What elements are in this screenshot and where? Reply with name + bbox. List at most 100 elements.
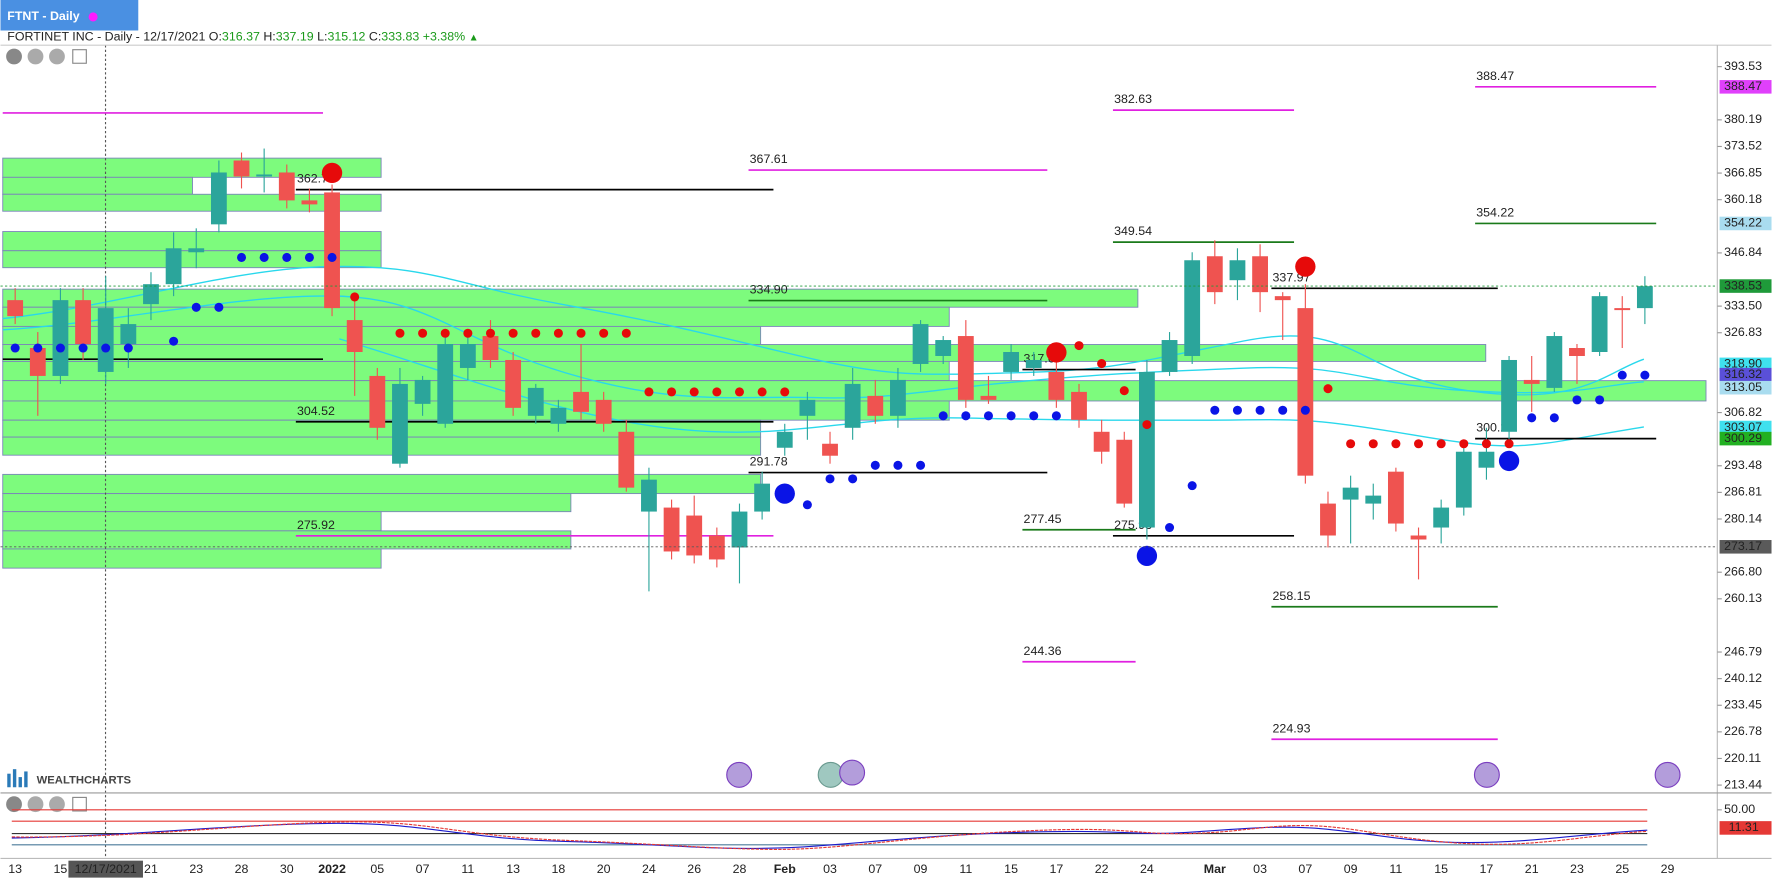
label: L:	[317, 30, 327, 44]
x-tick-label: 09	[914, 862, 928, 876]
candle-body	[641, 479, 657, 512]
toolbar	[6, 48, 87, 813]
zone	[2, 436, 762, 456]
indicator-dot	[774, 483, 795, 504]
x-tick-label: 13	[506, 862, 520, 876]
header-info: FORTINET INC - Daily - 12/17/2021 O:316.…	[7, 30, 478, 44]
event[interactable]	[839, 759, 866, 786]
level-label: 354.22	[1476, 206, 1514, 220]
label: C:	[369, 30, 381, 44]
indicator-dot	[259, 252, 269, 262]
button[interactable]	[6, 48, 22, 65]
event[interactable]	[1473, 761, 1500, 788]
candle-body	[1184, 260, 1201, 356]
button[interactable]	[49, 48, 65, 65]
candle-body	[324, 192, 340, 309]
candle-body	[1093, 431, 1110, 452]
indicator-dot	[757, 387, 767, 397]
candle-body	[957, 336, 974, 400]
indicator-dot	[395, 328, 405, 338]
indicator-dot	[576, 328, 586, 338]
indicator-dot	[1006, 411, 1016, 421]
candle-body	[29, 348, 46, 376]
y-tick-label: 366.85	[1724, 165, 1762, 179]
candle-body	[1297, 308, 1314, 476]
level-label: 382.63	[1114, 92, 1152, 106]
indicator-dot	[1498, 450, 1520, 472]
candle-body	[595, 399, 612, 424]
candle-body	[1433, 507, 1450, 528]
candle-body	[437, 344, 454, 424]
candle-body	[1478, 451, 1495, 468]
x-tick-label: 13	[8, 862, 22, 876]
button[interactable]	[72, 796, 87, 812]
candle-body	[1206, 256, 1223, 293]
candle-body	[527, 387, 544, 416]
x-tick-label: 24	[1140, 862, 1154, 876]
indicator-dot	[1549, 413, 1559, 423]
x-tick-label: 17	[1480, 862, 1494, 876]
candle-body	[256, 174, 273, 177]
indicator-dot	[1142, 420, 1152, 430]
button[interactable]	[6, 796, 22, 813]
indicator-dot	[1295, 256, 1316, 277]
indicator-dot	[780, 387, 790, 397]
indicator	[11, 809, 1648, 850]
button[interactable]	[27, 796, 44, 813]
indicator-dot	[1617, 370, 1627, 380]
indicator-dot	[1572, 395, 1582, 405]
y-tick-label: 233.45	[1724, 698, 1762, 712]
price-tag	[1719, 540, 1772, 554]
price-tag	[1719, 80, 1772, 94]
candle-body	[686, 515, 703, 556]
candle-body	[369, 375, 386, 428]
event[interactable]	[1654, 761, 1681, 788]
x-tick-label: 17	[1049, 862, 1063, 876]
level-label: 304.52	[297, 404, 335, 418]
indicator-dot	[1459, 439, 1469, 449]
tab[interactable]	[0, 0, 139, 31]
indicator-tag-label: 11.31	[1729, 820, 1759, 834]
y-tick-label: 293.48	[1724, 458, 1762, 472]
candle-body	[1523, 379, 1540, 384]
y-tick-label: 213.44	[1724, 777, 1762, 791]
indicator-dot	[712, 387, 722, 397]
zone	[2, 530, 572, 550]
y-tick-label: 220.11	[1724, 751, 1761, 765]
indicator-dot	[1029, 411, 1039, 421]
crosshair-label-bg	[68, 860, 143, 878]
x-tick-label: 23	[1570, 862, 1584, 876]
indicator-dot	[599, 328, 609, 338]
button[interactable]	[27, 48, 44, 65]
candle-body	[120, 324, 137, 345]
candle-body	[708, 535, 725, 560]
indicator-dot	[236, 252, 247, 262]
indicator-dot	[1232, 405, 1242, 415]
y-tick-label: 226.78	[1724, 724, 1762, 738]
tab-dot	[88, 12, 98, 22]
event[interactable]	[726, 761, 753, 788]
candle-body	[482, 336, 499, 360]
x-tick-label: 30	[280, 862, 294, 876]
button[interactable]	[49, 796, 65, 813]
indicator-dot	[440, 328, 450, 338]
indicator-dot	[191, 302, 201, 312]
indicator-dot	[1255, 405, 1265, 415]
price-tag-label: 338.53	[1724, 278, 1762, 292]
x-tick-label: 18	[551, 862, 565, 876]
x-tick-label: 09	[1344, 862, 1358, 876]
price-tag	[1719, 279, 1772, 293]
value: 315.12	[328, 30, 366, 44]
x-tick-label: Mar	[1204, 862, 1226, 876]
level-label: 244.36	[1024, 644, 1062, 658]
indicator-dot	[553, 328, 563, 338]
x-tick-label: 29	[1661, 862, 1675, 876]
indicator-dot	[1595, 395, 1605, 405]
candle-body	[550, 407, 567, 424]
indicator-dot	[1300, 405, 1310, 415]
zone	[2, 306, 950, 327]
indicator-dot	[101, 343, 111, 353]
button[interactable]	[72, 49, 87, 64]
x-tick-label: 11	[461, 862, 474, 876]
candle-body	[1252, 256, 1268, 293]
